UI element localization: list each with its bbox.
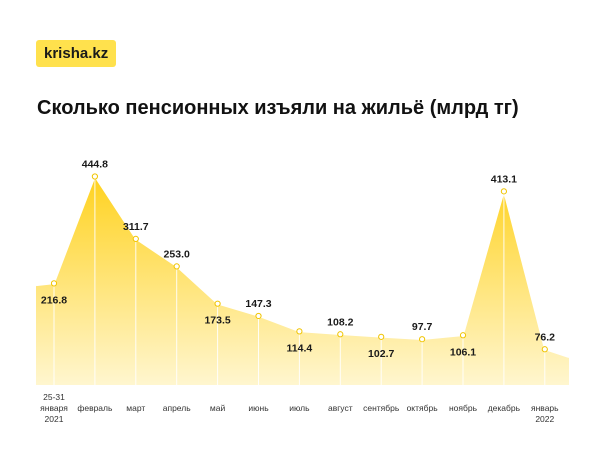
data-point [50, 280, 58, 287]
data-point [173, 263, 180, 270]
x-tick-label: декабрь [488, 403, 521, 413]
data-label: 147.3 [245, 298, 271, 310]
data-point [541, 346, 548, 353]
data-point [459, 332, 467, 339]
x-tick-label: август [328, 403, 353, 413]
data-label: 413.1 [491, 173, 517, 185]
x-tick-label: февраль [77, 403, 113, 413]
data-label: 102.7 [368, 348, 394, 360]
data-label: 444.8 [82, 159, 108, 171]
x-tick-label: ноябрь [449, 403, 478, 413]
data-point [500, 188, 507, 195]
data-point [378, 333, 385, 340]
x-tick-label: 25-31 января 2021 [40, 392, 68, 424]
data-point [419, 336, 426, 343]
brand-logo: krisha.kz [36, 40, 117, 67]
x-tick-label: октябрь [407, 403, 439, 413]
x-tick-label: июнь [248, 403, 269, 413]
data-point [214, 300, 221, 307]
data-point [132, 235, 139, 242]
x-tick-label: июль [289, 403, 310, 413]
data-label: 97.7 [412, 321, 433, 333]
data-point [296, 328, 303, 335]
area-fill [36, 176, 569, 385]
x-tick-label: апрель [163, 403, 191, 413]
x-tick-label: март [126, 403, 145, 413]
x-tick-label: январь 2022 [531, 403, 559, 424]
x-tick-label: май [210, 403, 226, 413]
data-label: 253.0 [164, 248, 190, 260]
data-label: 106.1 [450, 346, 476, 358]
data-label: 108.2 [327, 316, 353, 328]
data-point [91, 173, 99, 180]
data-label: 76.2 [535, 331, 556, 343]
x-tick-label: сентябрь [363, 403, 400, 413]
data-point [255, 312, 262, 320]
data-label: 114.4 [287, 342, 313, 354]
data-label: 311.7 [123, 221, 149, 233]
data-point [337, 331, 344, 338]
data-label: 173.5 [204, 315, 230, 327]
data-label: 216.8 [41, 294, 67, 306]
chart-title: Сколько пенсионных изъяли на жильё (млрд… [37, 97, 519, 119]
